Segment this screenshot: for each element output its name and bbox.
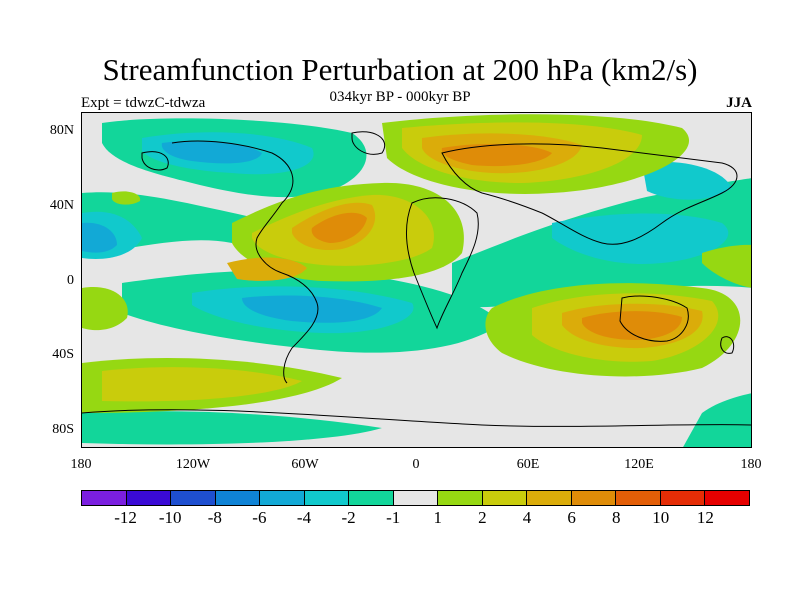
colorbar-box (616, 491, 661, 505)
colorbar-label: -1 (386, 508, 401, 527)
colorbar-box (571, 491, 617, 505)
colorbar-label: -10 (158, 508, 182, 527)
lat-tick-label: 0 (67, 273, 74, 288)
map-panel (81, 112, 752, 448)
colorbar-box (438, 491, 483, 505)
lat-tick-label: 80S (52, 422, 74, 437)
colorbar-label: 10 (652, 508, 670, 527)
season-label: JJA (726, 95, 752, 111)
plot-subtitle: 034kyr BP - 000kyr BP (329, 89, 471, 105)
colorbar-label: 12 (696, 508, 714, 527)
colorbar-box (705, 491, 749, 505)
colorbar-box (126, 491, 172, 505)
coastlines (82, 131, 751, 427)
lon-tick-label: 180 (70, 457, 92, 472)
colorbar-box (349, 491, 394, 505)
colorbar-box (215, 491, 261, 505)
experiment-label: Expt = tdwzC-tdwza (81, 95, 206, 111)
lon-tick-label: 0 (412, 457, 420, 472)
colorbar-label: 2 (478, 508, 487, 527)
lon-tick-label: 60E (516, 457, 540, 472)
lon-tick-label: 180 (740, 457, 762, 472)
colorbar-label: -6 (252, 508, 267, 527)
colorbar-box (304, 491, 350, 505)
plot-title: Streamfunction Perturbation at 200 hPa (… (102, 52, 698, 87)
colorbar-label: 4 (522, 508, 532, 527)
contour-map (82, 113, 751, 447)
negative-anomalies (82, 118, 751, 447)
colorbar-box (660, 491, 706, 505)
colorbar-label: 1 (433, 508, 443, 527)
colorbar-label: 8 (611, 508, 621, 527)
lon-tick-label: 120W (175, 457, 211, 472)
colorbar-box (82, 491, 127, 505)
colorbar-label: -8 (207, 508, 222, 527)
lon-tick-label: 120E (624, 457, 654, 472)
colorbar-box (393, 491, 439, 505)
colorbar-box (171, 491, 216, 505)
colorbar-box (260, 491, 305, 505)
lat-tick-label: 40S (52, 347, 74, 362)
lat-tick-label: 40N (49, 198, 74, 213)
colorbar-box (482, 491, 528, 505)
colorbar-label: -4 (296, 508, 312, 527)
positive-anomalies (82, 114, 751, 413)
colorbar-label: -2 (341, 508, 356, 527)
colorbar-box (527, 491, 572, 505)
colorbar-label: -12 (114, 508, 137, 527)
lat-tick-label: 80N (49, 123, 74, 138)
colorbar-label: 6 (567, 508, 576, 527)
colorbar (81, 490, 750, 506)
lon-tick-label: 60W (291, 457, 319, 472)
